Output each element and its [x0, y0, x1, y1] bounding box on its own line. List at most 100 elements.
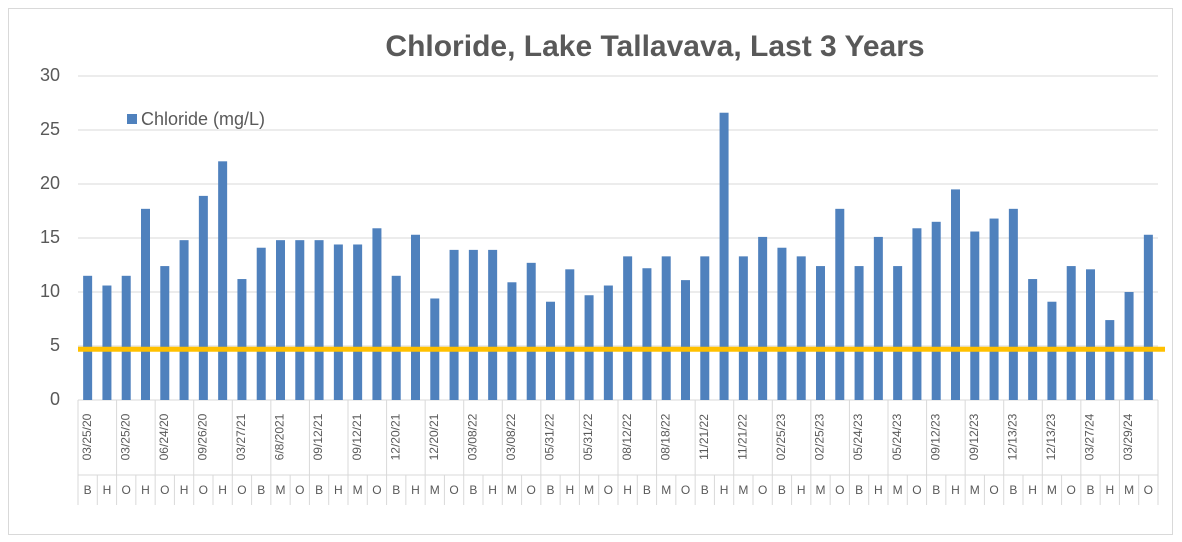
x-sub-label: M	[430, 483, 440, 497]
x-sub-label: M	[970, 483, 980, 497]
x-tick-label: 05/31/22	[543, 413, 557, 460]
bar	[121, 275, 131, 400]
x-tick-label: 05/24/23	[890, 413, 904, 460]
x-sub-label: O	[1144, 483, 1153, 497]
bar	[1066, 266, 1076, 400]
x-sub-label: H	[411, 483, 420, 497]
x-sub-label: O	[160, 483, 169, 497]
x-sub-label: M	[507, 483, 517, 497]
x-sub-label: O	[604, 483, 613, 497]
x-sub-label: B	[1009, 483, 1017, 497]
x-sub-label: M	[353, 483, 363, 497]
x-sub-label: B	[315, 483, 323, 497]
bar	[912, 228, 922, 400]
bar	[468, 249, 478, 400]
x-tick-label: 03/27/21	[234, 413, 248, 460]
y-tick-label: 15	[40, 227, 60, 247]
x-sub-label: M	[1124, 483, 1134, 497]
chart-title: Chloride, Lake Tallavava, Last 3 Years	[385, 30, 924, 63]
x-sub-label: H	[720, 483, 729, 497]
x-sub-label: O	[1067, 483, 1076, 497]
bar	[642, 268, 652, 400]
x-sub-label: H	[103, 483, 112, 497]
x-sub-label: B	[392, 483, 400, 497]
y-tick-label: 25	[40, 119, 60, 139]
bar	[1105, 320, 1115, 400]
x-tick-label: 11/21/22	[736, 414, 750, 460]
x-sub-label: H	[565, 483, 574, 497]
bar	[758, 236, 768, 400]
x-tick-label: 05/24/23	[851, 413, 865, 460]
bar	[1086, 269, 1095, 400]
bar	[1143, 234, 1153, 400]
y-tick-label: 20	[40, 173, 60, 193]
x-sub-label: O	[681, 483, 690, 497]
x-tick-label: 09/12/21	[350, 413, 364, 460]
bar	[83, 275, 93, 400]
x-tick-label: 12/13/23	[1006, 413, 1020, 460]
bar	[237, 279, 247, 400]
x-sub-label: O	[122, 483, 131, 497]
bar	[179, 240, 189, 400]
x-tick-label: 09/26/20	[196, 413, 210, 460]
bar	[160, 266, 170, 400]
x-tick-label: 03/08/22	[504, 413, 518, 460]
bar	[681, 280, 690, 400]
bar	[661, 256, 671, 400]
x-tick-label: 6/8/2021	[273, 413, 287, 460]
bar	[565, 269, 575, 400]
x-sub-label: H	[334, 483, 343, 497]
bar	[333, 244, 343, 400]
x-sub-label: O	[237, 483, 246, 497]
bar	[102, 285, 112, 400]
x-tick-label: 11/21/22	[697, 414, 711, 460]
bar	[372, 228, 382, 400]
x-sub-label: B	[469, 483, 477, 497]
x-tick-label: 06/24/20	[157, 413, 171, 460]
bar	[700, 256, 710, 400]
x-sub-label: B	[932, 483, 940, 497]
x-sub-label: H	[141, 483, 150, 497]
x-tick-label: 03/08/22	[466, 413, 480, 460]
y-tick-label: 10	[40, 281, 60, 301]
bar	[314, 240, 324, 400]
x-sub-label: B	[778, 483, 786, 497]
x-sub-label: B	[701, 483, 709, 497]
x-sub-label: H	[623, 483, 632, 497]
x-sub-label: O	[912, 483, 921, 497]
bar	[198, 195, 208, 400]
x-sub-label: B	[546, 483, 554, 497]
y-tick-label: 30	[40, 65, 60, 85]
y-tick-label: 0	[50, 389, 60, 409]
x-tick-label: 05/31/22	[581, 413, 595, 460]
x-sub-label: M	[661, 483, 671, 497]
x-sub-label: H	[218, 483, 227, 497]
bar	[295, 240, 305, 400]
x-tick-label: 12/20/21	[427, 413, 441, 460]
bar	[449, 249, 459, 400]
x-tick-label: 08/18/22	[658, 413, 672, 460]
bar	[1008, 208, 1018, 400]
bar	[218, 161, 228, 400]
x-tick-label: 02/25/23	[813, 413, 827, 460]
bar	[411, 234, 420, 400]
x-sub-label: H	[951, 483, 960, 497]
x-sub-label: M	[276, 483, 286, 497]
x-tick-label: 03/25/20	[80, 413, 94, 460]
x-tick-label: 08/12/22	[620, 413, 634, 460]
x-sub-label: M	[816, 483, 826, 497]
bar	[951, 189, 960, 400]
bar	[1124, 292, 1134, 400]
bar	[719, 112, 729, 400]
bar	[391, 275, 401, 400]
x-tick-label: 09/12/23	[928, 413, 942, 460]
x-sub-label: O	[199, 483, 208, 497]
bar	[835, 208, 845, 400]
x-sub-label: O	[989, 483, 998, 497]
x-sub-label: M	[584, 483, 594, 497]
bar	[603, 285, 613, 400]
x-tick-label: 03/29/24	[1121, 413, 1135, 460]
x-sub-label: M	[738, 483, 748, 497]
x-tick-label: 09/12/21	[311, 413, 325, 460]
